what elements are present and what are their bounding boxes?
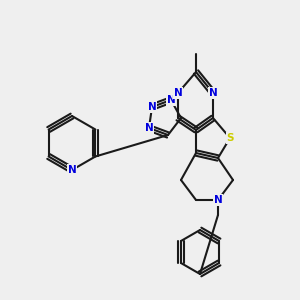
Text: S: S [226, 133, 234, 143]
Text: N: N [214, 195, 222, 205]
Text: N: N [68, 165, 76, 175]
Text: N: N [148, 102, 156, 112]
Text: N: N [208, 88, 217, 98]
Text: N: N [174, 88, 182, 98]
Text: N: N [145, 123, 153, 133]
Text: N: N [167, 95, 176, 105]
